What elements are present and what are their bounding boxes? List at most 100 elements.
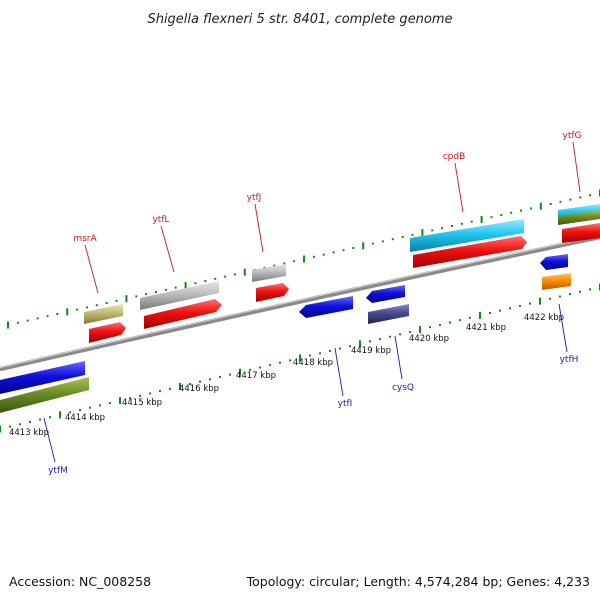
minor-tick xyxy=(399,333,401,336)
gene-msrA-arrow xyxy=(89,322,126,343)
minor-tick xyxy=(309,354,311,357)
minor-tick xyxy=(269,364,271,367)
gene-label-cpdB: cpdB xyxy=(443,152,466,162)
major-tick xyxy=(359,340,361,348)
minor-tick xyxy=(79,409,81,412)
minor-tick xyxy=(293,260,296,263)
gene-ytfM-arrow xyxy=(0,361,85,394)
minor-tick xyxy=(509,307,511,310)
minor-tick xyxy=(149,392,151,395)
minor-tick xyxy=(209,378,211,381)
minor-tick xyxy=(349,345,351,348)
minor-tick xyxy=(411,233,414,236)
major-tick xyxy=(362,242,365,250)
major-tick xyxy=(239,368,241,376)
gene-label-ytfM: ytfM xyxy=(48,466,68,476)
gene-cpdB-arrow xyxy=(413,236,527,268)
minor-tick xyxy=(273,264,276,267)
scale-labels: 4413 kbp 4414 kbp 4415 kbp 4416 kbp 4417… xyxy=(9,313,564,438)
minor-tick xyxy=(36,317,39,320)
minor-tick xyxy=(559,200,562,203)
minor-tick xyxy=(95,304,98,307)
minor-tick xyxy=(259,366,261,369)
minor-tick xyxy=(460,222,463,225)
scale-label: 4415 kbp xyxy=(122,398,162,408)
minor-tick xyxy=(229,373,231,376)
genome-backbone xyxy=(0,234,600,372)
feature-green-ytfM xyxy=(0,377,89,413)
major-tick xyxy=(184,281,187,289)
reverse-cds-track xyxy=(0,254,571,413)
gene-cysQ-arrow xyxy=(366,285,405,303)
major-tick xyxy=(243,268,246,276)
minor-tick xyxy=(56,313,59,315)
minor-tick xyxy=(499,309,501,312)
minor-tick xyxy=(429,326,431,329)
major-tick xyxy=(119,397,121,405)
gene-ytfJ-arrow xyxy=(256,283,289,302)
minor-tick xyxy=(46,315,49,318)
minor-tick xyxy=(319,352,321,355)
minor-tick xyxy=(379,338,381,341)
scale-label: 4422 kbp xyxy=(524,313,564,323)
minor-tick xyxy=(489,312,491,314)
feature-track-outer xyxy=(84,204,600,324)
gene-label-ytfH: ytfH xyxy=(560,355,579,365)
minor-tick xyxy=(391,238,394,241)
scale-label: 4420 kbp xyxy=(409,334,449,344)
gene-label-leaders xyxy=(43,141,581,463)
feature-purple-cysQ xyxy=(368,304,409,324)
minor-tick xyxy=(389,335,391,338)
minor-tick xyxy=(49,416,51,419)
minor-tick xyxy=(449,321,451,324)
minor-tick xyxy=(431,229,434,232)
scale-label: 4419 kbp xyxy=(351,346,391,356)
minor-tick xyxy=(490,216,493,219)
minor-tick xyxy=(76,308,79,311)
minor-tick xyxy=(69,411,71,414)
scale-label: 4416 kbp xyxy=(179,384,219,394)
minor-tick xyxy=(289,359,291,362)
minor-tick xyxy=(332,251,335,254)
inner-tick-track xyxy=(0,283,600,433)
major-tick xyxy=(7,321,9,329)
minor-tick xyxy=(85,306,88,309)
minor-tick xyxy=(159,390,161,393)
minor-tick xyxy=(339,347,341,350)
major-tick xyxy=(59,411,61,419)
minor-tick xyxy=(279,361,281,364)
minor-tick xyxy=(224,275,227,278)
minor-tick xyxy=(589,194,592,197)
minor-tick xyxy=(549,297,551,300)
minor-tick xyxy=(169,387,171,390)
gene-label-ytfJ: ytfJ xyxy=(247,193,262,203)
gene-labels: msrA ytfL ytfJ cpdB ytfG ytfM ytfI cysQ … xyxy=(48,131,581,476)
gene-label-cysQ: cysQ xyxy=(392,383,414,393)
minor-tick xyxy=(26,319,29,322)
major-tick xyxy=(421,229,424,237)
major-tick xyxy=(0,425,1,433)
minor-tick xyxy=(579,290,581,293)
feature-cyan-cpdB xyxy=(410,219,524,252)
minor-tick xyxy=(529,207,532,210)
minor-tick xyxy=(549,203,552,205)
minor-tick xyxy=(19,423,21,426)
genome-summary-text: Topology: circular; Length: 4,574,284 bp… xyxy=(246,574,590,589)
minor-tick xyxy=(39,418,41,421)
minor-tick xyxy=(372,242,375,245)
minor-tick xyxy=(219,375,221,378)
feature-green-ytfG xyxy=(558,210,600,225)
scale-label: 4413 kbp xyxy=(9,428,49,438)
minor-tick xyxy=(569,198,572,201)
scale-label: 4418 kbp xyxy=(293,358,333,368)
minor-tick xyxy=(520,209,523,212)
feature-gray-ytfJ xyxy=(252,264,286,282)
map-title: Shigella flexneri 5 str. 8401, complete … xyxy=(147,12,452,27)
minor-tick xyxy=(99,404,101,407)
minor-tick xyxy=(519,304,521,307)
minor-tick xyxy=(470,220,473,223)
minor-tick xyxy=(529,302,531,305)
minor-tick xyxy=(105,302,108,304)
accession-text: Accession: NC_008258 xyxy=(9,574,151,589)
